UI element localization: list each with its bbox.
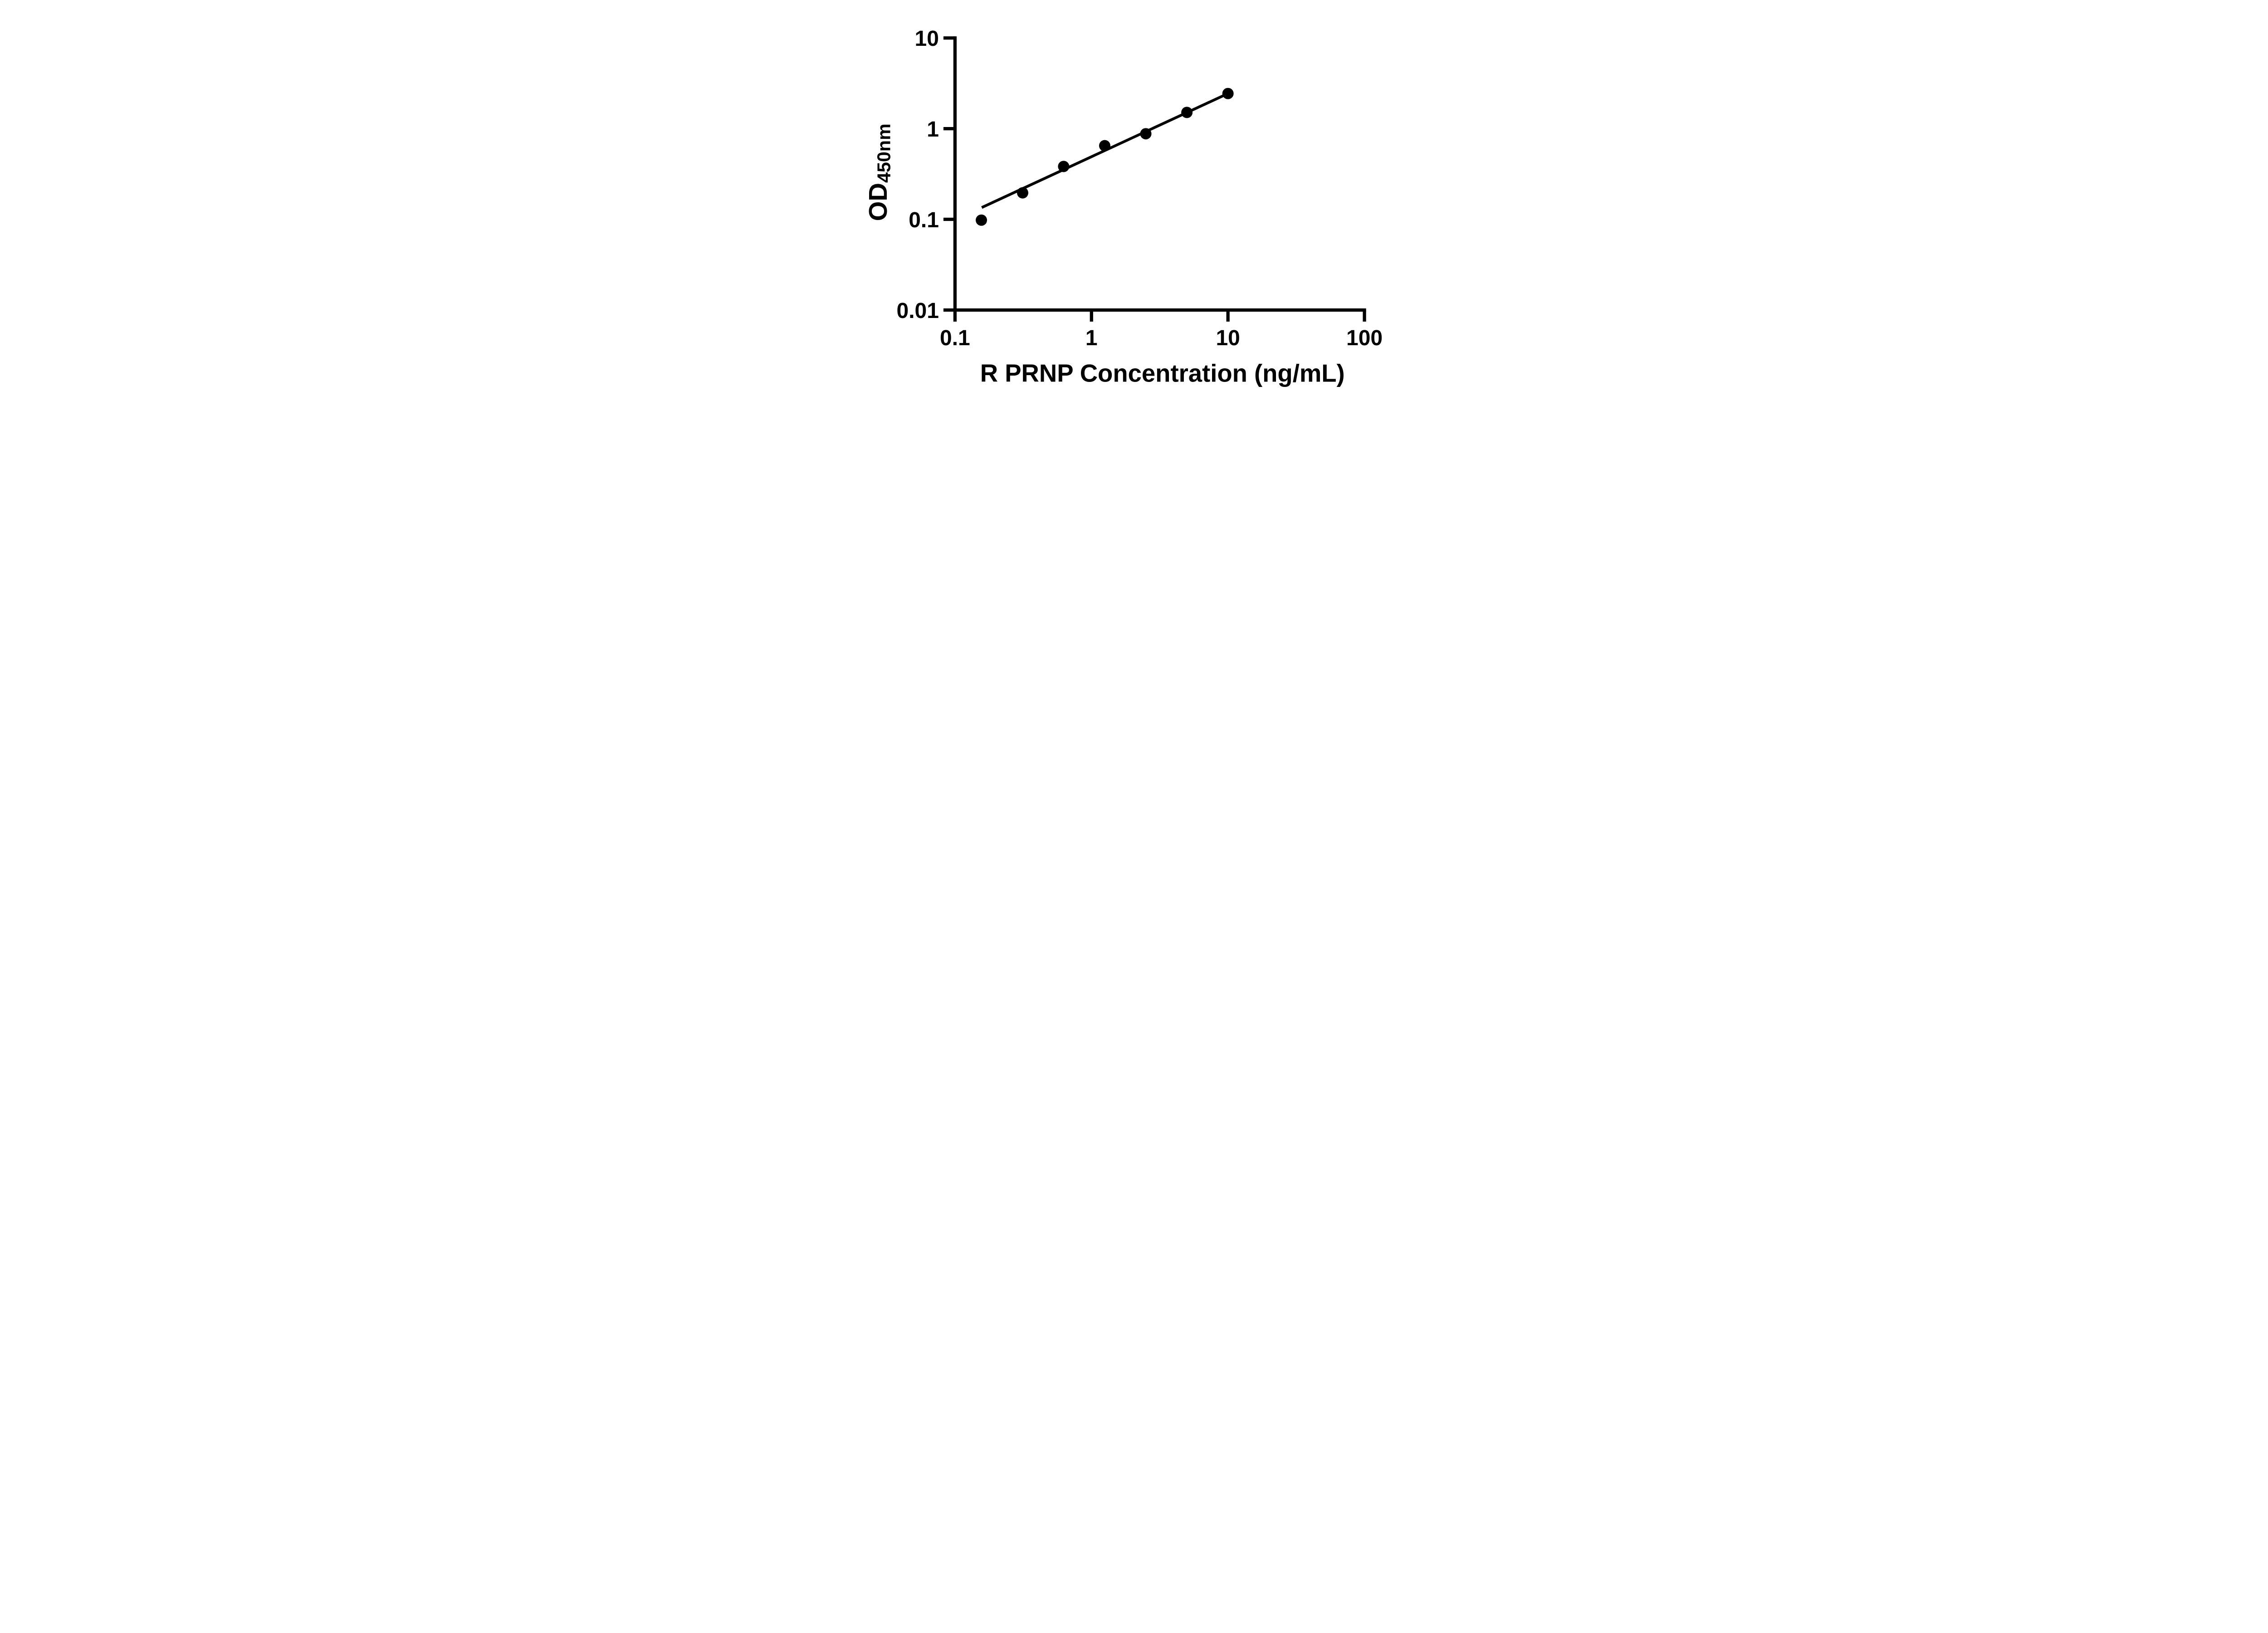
axes bbox=[953, 36, 1366, 312]
data-point bbox=[975, 214, 987, 226]
elisa-standard-curve-figure: 0.1 1 10 100 0.01 0.1 1 10 R PRNP Concentration… bbox=[842, 0, 1426, 408]
x-tick-label: 10 bbox=[1216, 326, 1240, 350]
x-tick-label: 1 bbox=[1085, 326, 1097, 350]
x-tick-label: 0.1 bbox=[940, 326, 970, 350]
data-points bbox=[975, 88, 1234, 226]
y-tick-label: 10 bbox=[914, 27, 938, 51]
page: 0.1 1 10 100 0.01 0.1 1 10 R PRNP Concentration… bbox=[0, 0, 2268, 408]
x-tick-label: 100 bbox=[1346, 326, 1383, 350]
data-point bbox=[1057, 161, 1069, 172]
y-axis-title-subscript: 450nm bbox=[873, 123, 894, 183]
data-point bbox=[1181, 107, 1193, 118]
y-tick-label: 1 bbox=[927, 117, 939, 142]
axis-ticks bbox=[943, 36, 1366, 322]
y-tick-label: 0.01 bbox=[896, 299, 938, 323]
x-axis-title: R PRNP Concentration (ng/mL) bbox=[980, 360, 1344, 387]
data-point bbox=[1017, 187, 1028, 199]
y-axis-title: OD450nm bbox=[863, 123, 894, 221]
data-point bbox=[1099, 140, 1110, 152]
data-point bbox=[1222, 88, 1234, 99]
data-point bbox=[1140, 128, 1152, 140]
y-axis-title-main: OD bbox=[863, 183, 892, 221]
y-tick-label: 0.1 bbox=[909, 208, 939, 232]
